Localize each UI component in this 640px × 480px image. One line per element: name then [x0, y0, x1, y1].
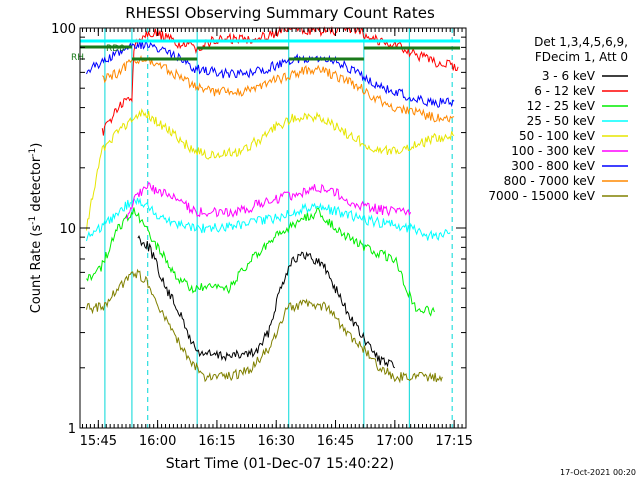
- y-axis-label-main: Count Rate (s: [29, 225, 44, 314]
- y-axis-label-sup-2: -1: [28, 148, 38, 157]
- x-tick-label-6: 17:15: [435, 434, 472, 449]
- series-line-6: [86, 39, 455, 109]
- flag-label-rd0: RD0: [106, 44, 125, 54]
- series-line-7: [102, 55, 455, 123]
- legend-label-3: 25 - 50 keV: [527, 114, 596, 128]
- legend-header-1: FDecim 1, Att 0: [535, 50, 628, 64]
- axis-layer: 1 10 100 15:45 16:00 16:15 16:30 16:45 17:00 17:1…: [51, 22, 473, 449]
- series-line-5: [125, 182, 412, 220]
- y-axis-label-tail: detector: [29, 156, 44, 216]
- legend-label-0: 3 - 6 keV: [542, 69, 596, 83]
- y-tick-label-2: 100: [51, 22, 76, 37]
- legend-label-2: 12 - 25 keV: [527, 99, 596, 113]
- legend-label-1: 6 - 12 keV: [534, 84, 596, 98]
- y-axis-label: Count Rate (s-1 detector-1): [28, 143, 44, 314]
- y-tick-label-1: 10: [59, 222, 76, 237]
- legend-label-6: 300 - 800 keV: [511, 159, 595, 173]
- generation-timestamp: 17-Oct-2021 00:20: [560, 468, 636, 477]
- series-line-8: [86, 268, 443, 384]
- series-line-1: [101, 26, 459, 136]
- x-tick-label-2: 16:15: [198, 434, 235, 449]
- legend-label-7: 800 - 7000 keV: [504, 174, 596, 188]
- series-line-2: [86, 207, 435, 317]
- x-tick-label-4: 16:45: [317, 434, 354, 449]
- x-axis-label: Start Time (01-Dec-07 15:40:22): [166, 456, 394, 472]
- y-axis-label-close: ): [29, 143, 44, 148]
- x-tick-label-0: 15:45: [80, 434, 117, 449]
- y-axis-label-sup: -1: [28, 216, 38, 225]
- series-line-0: [137, 235, 396, 369]
- series-line-3: [86, 196, 451, 242]
- legend-label-4: 50 - 100 keV: [519, 129, 596, 143]
- chart-title: RHESSI Observing Summary Count Rates: [125, 4, 435, 22]
- legend-label-5: 100 - 300 keV: [511, 144, 595, 158]
- legend-header-0: Det 1,3,4,5,6,9,: [534, 35, 628, 49]
- legend-label-8: 7000 - 15000 keV: [488, 189, 595, 203]
- x-tick-label-5: 17:00: [376, 434, 413, 449]
- plot-layer: RD0 RH: [71, 26, 461, 428]
- x-tick-label-1: 16:00: [139, 434, 176, 449]
- legend: Det 1,3,4,5,6,9,FDecim 1, Att 0 3 - 6 keV…: [488, 35, 628, 203]
- flag-label-rh: RH: [71, 53, 84, 63]
- y-tick-label-0: 1: [68, 422, 76, 437]
- x-tick-label-3: 16:30: [257, 434, 294, 449]
- series-line-4: [86, 108, 455, 231]
